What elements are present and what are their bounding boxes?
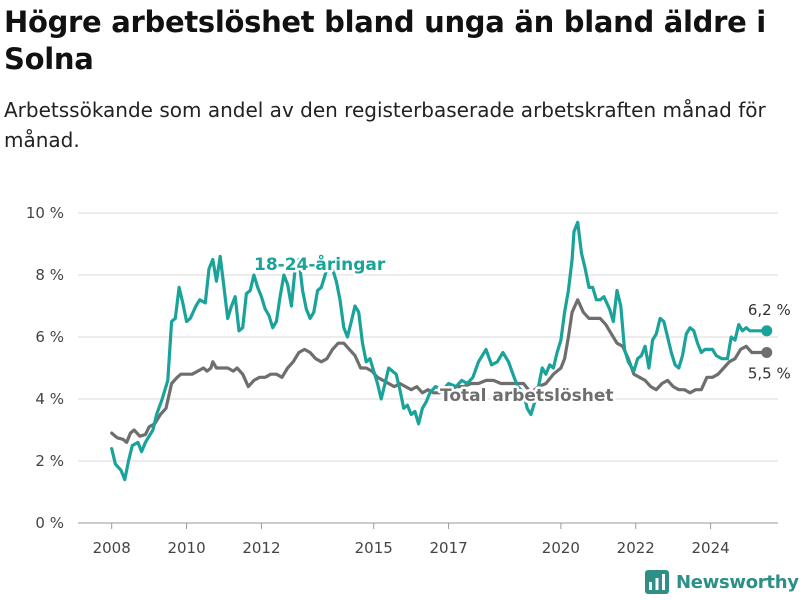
series — [110, 220, 773, 482]
x-tick-label: 2017 — [429, 539, 467, 557]
series-line — [110, 220, 769, 482]
page-subtitle: Arbetssökande som andel av den registerb… — [4, 98, 766, 152]
y-tick-label: 0 % — [35, 514, 64, 532]
y-tick-label: 2 % — [35, 452, 64, 470]
end-value-young-halo: 6,2 % — [748, 301, 791, 319]
end-value-total: 5,5 % — [748, 365, 791, 383]
grid-lines — [78, 212, 778, 524]
x-tick-label: 2008 — [93, 539, 131, 557]
end-value-total-halo: 5,5 % — [748, 365, 791, 383]
x-tick-label: 2024 — [692, 539, 730, 557]
x-tick-label: 2020 — [542, 539, 580, 557]
brand: Newsworthy — [645, 570, 799, 594]
brand-name: Newsworthy — [676, 571, 799, 593]
series-label-young: 18-24-åringar — [254, 253, 386, 275]
newsworthy-logo-icon — [645, 570, 669, 594]
x-tick-label: 2022 — [617, 539, 655, 557]
series-end-point — [761, 347, 773, 358]
x-tick-label: 2010 — [167, 539, 205, 557]
series-end-point — [761, 325, 773, 337]
y-tick-label: 8 % — [35, 266, 64, 284]
series-line — [110, 298, 769, 444]
series-label-young-halo: 18-24-åringar — [254, 253, 386, 275]
x-tick-label: 2012 — [242, 539, 280, 557]
series-label-total-halo: Total arbetslöshet — [440, 386, 614, 406]
y-tick-label: 4 % — [35, 390, 64, 408]
series-label-total: Total arbetslöshet — [440, 386, 614, 406]
end-value-young: 6,2 % — [748, 301, 791, 319]
page-title: Högre arbetslöshet bland unga än bland ä… — [4, 5, 766, 76]
x-tick-label: 2015 — [355, 539, 393, 557]
y-tick-label: 6 % — [35, 328, 64, 346]
y-tick-label: 10 % — [26, 204, 64, 222]
axes: 0 % 2 % 4 % 6 % 8 % 10 % 2008 2010 2012 2015 2017 2… — [26, 204, 730, 557]
